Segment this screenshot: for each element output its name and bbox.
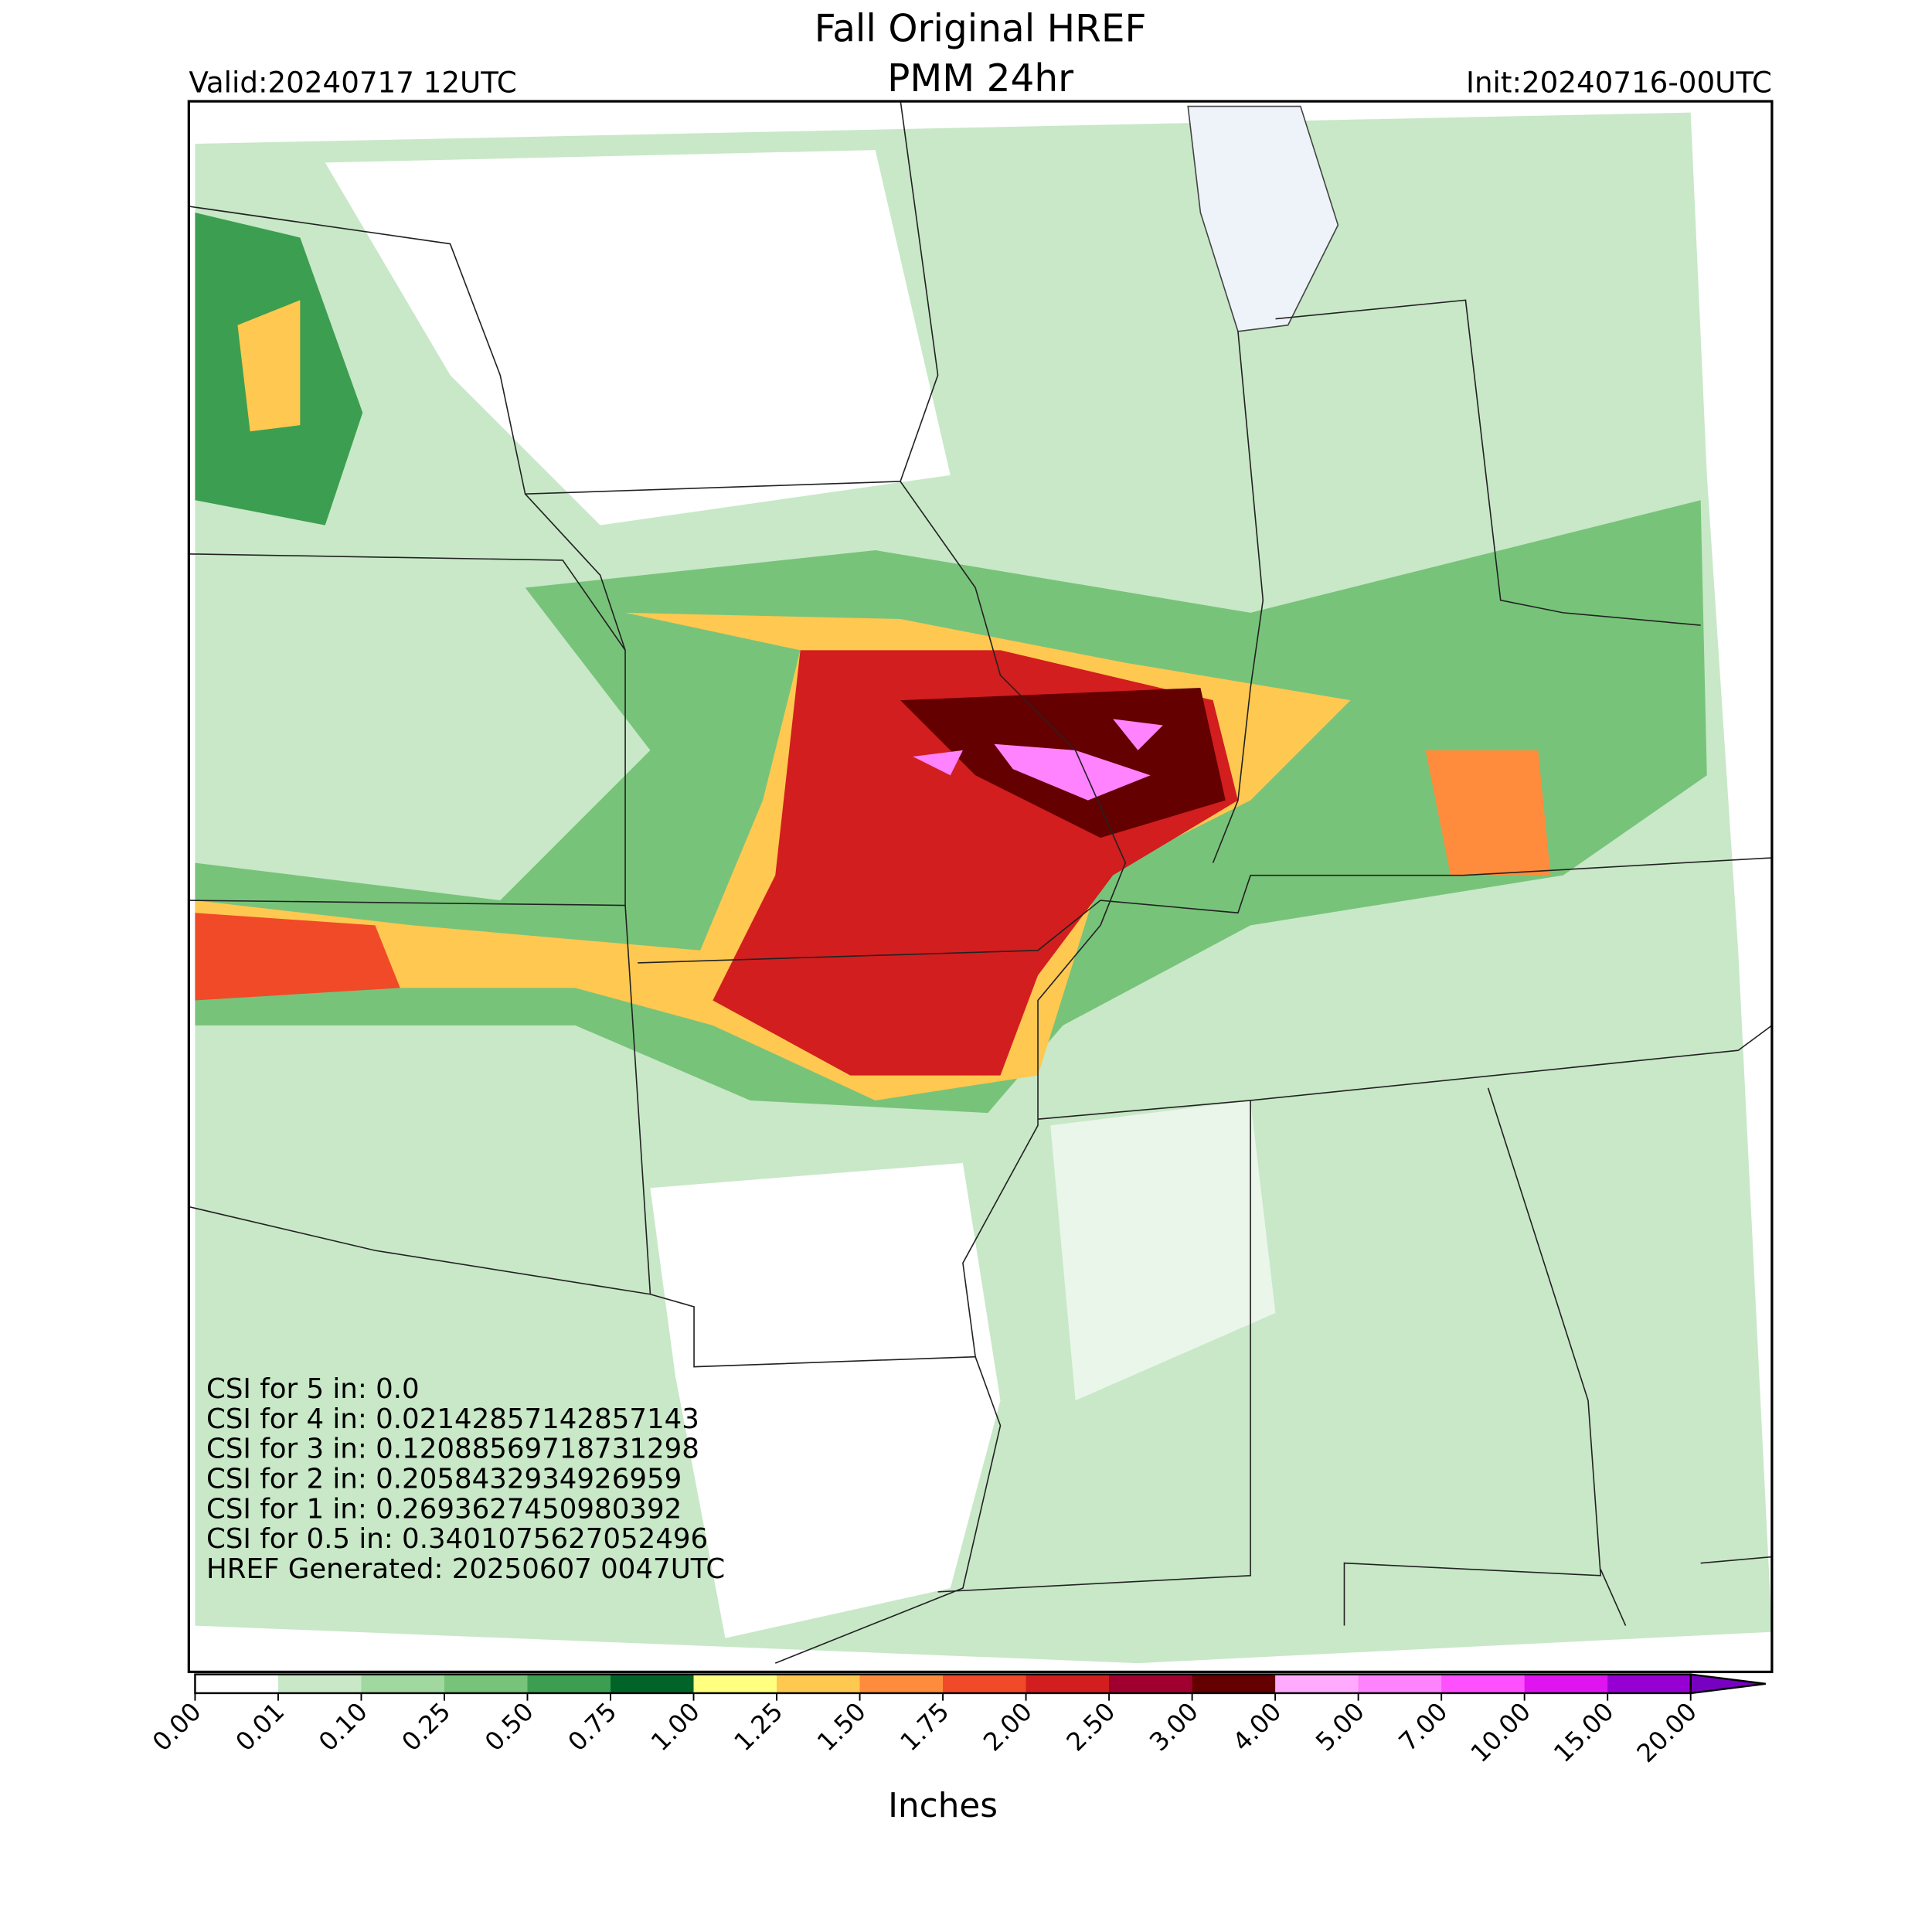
- colorbar-tick-label: 0.25: [396, 1697, 457, 1757]
- colorbar-segment: [693, 1674, 777, 1693]
- colorbar-segment: [277, 1674, 362, 1693]
- init-time: Init:20240716-00UTC: [1466, 66, 1772, 100]
- stat-line: CSI for 2 in: 0.2058432934926959: [206, 1464, 682, 1495]
- stat-line: HREF Generated: 20250607 0047UTC: [206, 1553, 725, 1585]
- title: Fall Original HREF: [815, 7, 1147, 50]
- colorbar-segment: [1358, 1674, 1442, 1693]
- stat-line: CSI for 1 in: 0.2693627450980392: [206, 1493, 682, 1525]
- map: [187, 100, 1774, 1674]
- colorbar: 0.00 0.01 0.10 0.25 0.50 0.75 1.00 1.25 1.50 1.75…: [147, 1673, 1766, 1825]
- stat-line: CSI for 5 in: 0.0: [206, 1373, 420, 1405]
- stat-line: CSI for 0.5 in: 0.3401075627052496: [206, 1523, 708, 1555]
- state-borders: [189, 101, 1772, 1664]
- stat-line: CSI for 3 in: 0.12088569718731298: [206, 1434, 699, 1465]
- colorbar-segment: [777, 1674, 861, 1693]
- colorbar-segment: [361, 1674, 445, 1693]
- colorbar-segment: [1192, 1674, 1276, 1693]
- colorbar-tick-label: 10.00: [1465, 1697, 1536, 1768]
- colorbar-tick-label: 3.00: [1144, 1697, 1204, 1757]
- colorbar-extend: [1689, 1673, 1766, 1695]
- very-heavy-precip: [195, 913, 400, 1001]
- colorbar-tick-label: 1.00: [645, 1697, 706, 1757]
- colorbar-tick-label: 0.75: [563, 1697, 623, 1757]
- colorbar-tick-label: 0.10: [313, 1697, 373, 1757]
- colorbar-tick-label: 2.50: [1061, 1697, 1121, 1757]
- colorbar-tick-label: 7.00: [1393, 1697, 1454, 1757]
- extreme-precip: [913, 719, 1163, 801]
- colorbar-tick-label: 1.25: [729, 1697, 789, 1757]
- lake-michigan: [1187, 105, 1339, 332]
- colorbar-label: Inches: [888, 1786, 998, 1825]
- dry-area: [650, 1162, 1001, 1638]
- dry-area: [1050, 1100, 1276, 1401]
- colorbar-segment: [1026, 1674, 1110, 1693]
- colorbar-segment: [527, 1674, 611, 1693]
- colorbar-segment: [611, 1674, 695, 1693]
- colorbar-segment: [444, 1674, 529, 1693]
- colorbar-tick-label: 5.00: [1310, 1697, 1370, 1757]
- colorbar-tick-label: 0.00: [147, 1697, 207, 1757]
- colorbar-segment: [195, 1674, 279, 1693]
- colorbar-segment: [1441, 1674, 1526, 1693]
- colorbar-tick-label: 1.50: [811, 1697, 872, 1757]
- map-frame: [187, 100, 1774, 1674]
- colorbar-segment: [1275, 1674, 1359, 1693]
- valid-time: Valid:20240717 12UTC: [189, 66, 516, 100]
- stat-line: CSI for 4 in: 0.02142857142857143: [206, 1403, 699, 1435]
- colorbar-tick-label: 15.00: [1548, 1697, 1619, 1768]
- colorbar-segment: [943, 1674, 1027, 1693]
- colorbar-tick-label: 0.50: [479, 1697, 539, 1757]
- dry-area: [325, 150, 951, 526]
- subtitle: PMM 24hr: [887, 57, 1073, 100]
- colorbar-segment: [1607, 1674, 1692, 1693]
- colorbar-tick-label: 1.75: [895, 1697, 955, 1757]
- colorbar-segment: [1524, 1674, 1608, 1693]
- colorbar-tick-label: 4.00: [1227, 1697, 1287, 1757]
- colorbar-segment: [1109, 1674, 1193, 1693]
- heavy-precip: [237, 300, 301, 432]
- colorbar-tick-label: 0.01: [230, 1697, 290, 1757]
- heavy-precip: [1425, 750, 1551, 876]
- colorbar-tick-label: 20.00: [1631, 1697, 1702, 1768]
- colorbar-segment: [859, 1674, 944, 1693]
- colorbar-tick-label: 2.00: [978, 1697, 1038, 1757]
